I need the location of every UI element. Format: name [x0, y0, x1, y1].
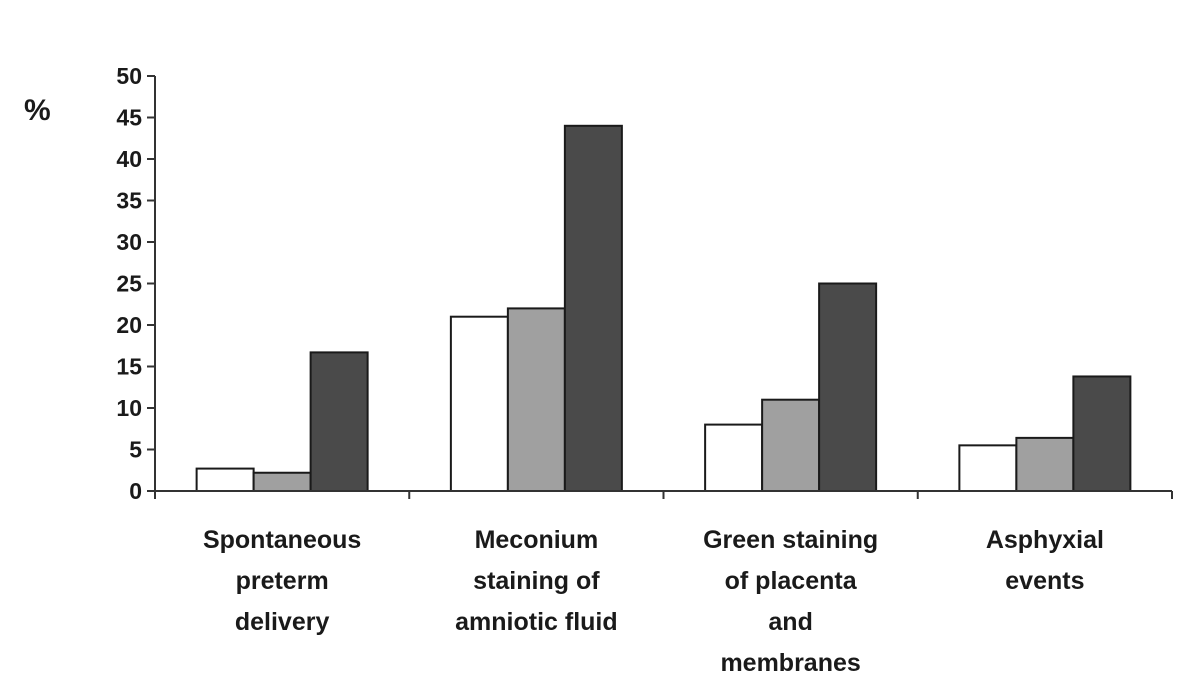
category-label: amniotic fluid — [455, 608, 618, 636]
y-tick-label: 45 — [116, 105, 142, 131]
category-label: preterm — [236, 567, 329, 595]
category-label: staining of — [473, 567, 600, 595]
y-tick-label: 0 — [129, 478, 142, 504]
category-label: delivery — [235, 608, 330, 636]
bar-series2-cat3 — [761, 398, 821, 493]
category-label: of placenta — [725, 567, 858, 595]
bar-series2-cat4 — [1015, 436, 1075, 493]
bar-series1-cat1 — [195, 467, 255, 492]
y-tick-label: 5 — [129, 437, 142, 463]
y-tick-label: 10 — [116, 395, 142, 421]
bar-series3-cat4 — [1072, 375, 1132, 492]
bar-series1-cat4 — [958, 444, 1018, 493]
category-label: Meconium — [475, 526, 599, 554]
bar-series3-cat2 — [563, 124, 623, 493]
y-tick-label: 35 — [116, 188, 142, 214]
category-label: Spontaneous — [203, 526, 361, 554]
y-tick-label: 50 — [116, 63, 142, 89]
y-tick-label: 15 — [116, 354, 142, 380]
y-tick-label: 25 — [116, 271, 142, 297]
category-label: Green staining — [703, 526, 878, 554]
bar-series2-cat2 — [506, 307, 566, 492]
bar-series3-cat3 — [818, 282, 878, 492]
category-label: Asphyxial — [986, 526, 1104, 554]
bars-group — [195, 124, 1132, 493]
y-axis: 0 5 10 15 20 25 30 35 40 45 50 — [116, 63, 156, 504]
category-label: events — [1005, 567, 1084, 595]
bar-series1-cat2 — [449, 315, 509, 493]
y-tick-label: 40 — [116, 146, 142, 172]
category-label: and — [768, 608, 812, 636]
bar-series2-cat1 — [252, 471, 312, 492]
category-labels: Spontaneous preterm delivery Meconium staini… — [203, 526, 1104, 677]
bar-series1-cat3 — [704, 423, 764, 493]
bar-series3-cat1 — [309, 351, 369, 493]
y-tick-label: 20 — [116, 312, 142, 338]
x-axis — [154, 490, 1173, 499]
y-tick-label: 30 — [116, 229, 142, 255]
category-label: membranes — [720, 649, 860, 677]
y-axis-label: % — [24, 94, 51, 127]
